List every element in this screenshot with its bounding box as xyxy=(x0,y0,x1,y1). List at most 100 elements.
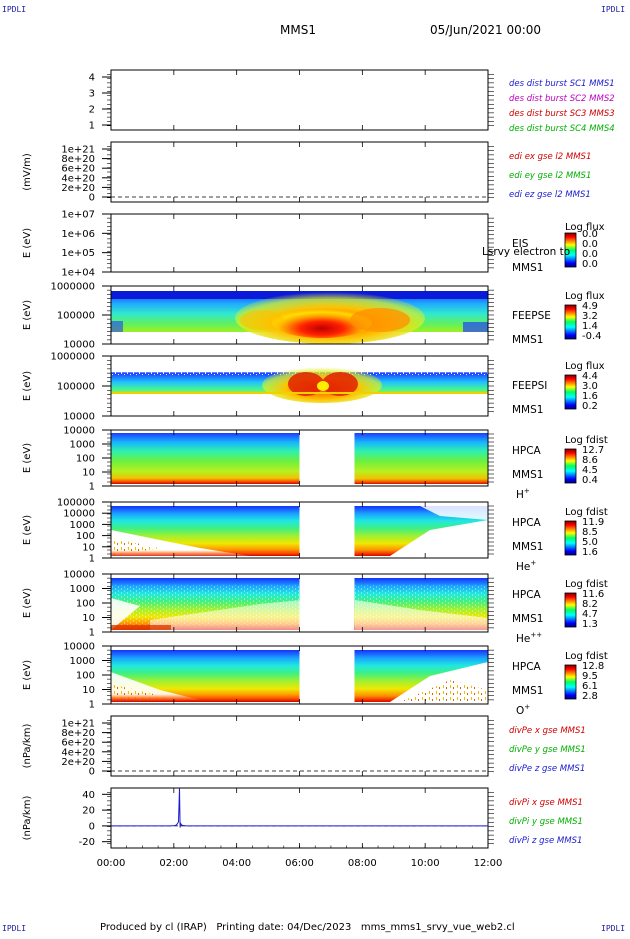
feepsi-colorbar xyxy=(564,374,577,410)
des-frame xyxy=(110,69,489,131)
des-legend-entry: des dist burst SC2 MMS2 xyxy=(509,94,615,104)
hpca_he-colorbar-value: 8.5 xyxy=(582,527,598,538)
divpe-legend-entry: divPe z gse MMS1 xyxy=(509,764,585,774)
divpi-legend-entry: divPi x gse MMS1 xyxy=(509,798,583,808)
hpca_hepp-ytick-label: 1000 xyxy=(70,584,95,595)
hpca_he-colorbar xyxy=(564,520,577,556)
eis-colorbar-title: Log flux xyxy=(565,222,605,233)
feepse-colorbar-value: -0.4 xyxy=(582,331,602,342)
edi-frame xyxy=(110,141,489,203)
panel-hpca_hepp: 10000 1000 100 10 1 E (eV) Log fdist11.68.24.7… xyxy=(22,570,608,646)
hpca_o-colorbar-value: 6.1 xyxy=(582,681,598,692)
edi-ytick-label: 6e+20 xyxy=(61,164,95,175)
eis-ytick-label: 1e+05 xyxy=(61,248,95,259)
des-ytick-label: 1 xyxy=(89,121,95,132)
feepse-colorbar-title: Log flux xyxy=(565,291,605,302)
hpca_hepp-ytick-label: 10000 xyxy=(63,570,95,581)
time-tick-label: 10:00 xyxy=(411,858,440,869)
hpca_he-spacecraft-name: MMS1 xyxy=(512,541,543,553)
hpca-o-data-gap xyxy=(299,647,355,703)
hpca_o-colorbar-value: 9.5 xyxy=(582,671,598,682)
divpe-ytick-label: 1e+21 xyxy=(61,719,95,730)
edi-legend-entry: edi ez gse l2 MMS1 xyxy=(509,190,591,200)
hpca_o-species: O+ xyxy=(516,703,530,717)
divpi-series-line xyxy=(111,787,488,828)
hpca_h-colorbar xyxy=(564,448,577,484)
eis-colorbar-value: 0.0 xyxy=(582,239,598,250)
feepse-colorbar-value: 1.4 xyxy=(582,321,598,332)
start-date: 05/Jun/2021 00:00 xyxy=(430,23,541,37)
hpca_hepp-colorbar-value: 8.2 xyxy=(582,599,598,610)
eis-colorbar xyxy=(564,232,577,268)
hpca_o-ytick-label: 10000 xyxy=(63,642,95,653)
des-legend-entry: des dist burst SC4 MMS4 xyxy=(509,124,615,134)
eis-ylabel: E (eV) xyxy=(22,228,33,258)
hpca_hepp-colorbar-title: Log fdist xyxy=(565,579,608,590)
hpca-hepp-data-gap xyxy=(299,575,355,631)
des-ytick-label: 3 xyxy=(89,89,95,100)
eis-colorbar-value: 0.0 xyxy=(582,229,598,240)
hpca_h-colorbar-value: 8.6 xyxy=(582,455,598,466)
panel-hpca_o: 10000 1000 100 10 1 E (eV) Log fdist12.89.56.1… xyxy=(22,642,608,718)
feepsi-colorbar-title: Log flux xyxy=(565,361,605,372)
time-tick-label: 06:00 xyxy=(285,858,314,869)
divpi-ytick-label: 40 xyxy=(82,790,95,801)
divpe-legend-entry: divPe y gse MMS1 xyxy=(509,745,586,755)
hpca_h-colorbar-value: 12.7 xyxy=(582,445,604,456)
time-tick-label: 02:00 xyxy=(159,858,188,869)
divpe-ytick-label: 6e+20 xyxy=(61,738,95,749)
feepsi-ytick-label: 100000 xyxy=(57,382,95,393)
feepsi-ytick-label: 10000 xyxy=(63,412,95,423)
hpca_hepp-colorbar-value: 1.3 xyxy=(582,619,598,630)
hpca_he-instrument-name: HPCA xyxy=(512,517,542,529)
hpca_o-colorbar-value: 2.8 xyxy=(582,691,598,702)
hpca_he-ylabel: E (eV) xyxy=(22,515,33,545)
feepse-instrument-name: FEEPSE xyxy=(512,310,551,322)
hpca_o-ytick-label: 1000 xyxy=(70,656,95,667)
spectrogram-imagery xyxy=(111,291,488,703)
eis-frame xyxy=(110,213,489,273)
feepse-ytick-label: 100000 xyxy=(57,311,95,322)
hpca_he-ytick-label: 10 xyxy=(82,542,95,553)
eis-ytick-label: 1e+07 xyxy=(61,210,95,221)
eis-instrument-name: EIS xyxy=(512,238,529,250)
divpi-ytick-label: 0 xyxy=(89,821,95,832)
hpca_hepp-ytick-label: 1 xyxy=(89,628,95,639)
eis-colorbar-value: 0.0 xyxy=(582,249,598,260)
hpca_o-colorbar-value: 12.8 xyxy=(582,661,604,672)
time-tick-label: 08:00 xyxy=(348,858,377,869)
hpca_h-ytick-label: 10 xyxy=(82,468,95,479)
hpca_o-instrument-name: HPCA xyxy=(512,661,542,673)
edi-ylabel: (mV/m) xyxy=(22,153,33,191)
feepsi-ytick-label: 1000000 xyxy=(50,352,95,363)
hpca_o-ytick-label: 1 xyxy=(89,700,95,711)
feepse-ytick-label: 1000000 xyxy=(50,282,95,293)
hpca_he-ytick-label: 100000 xyxy=(57,498,95,509)
eis-overlay-text: Lsrvy electron to xyxy=(482,246,570,258)
time-tick-label: 12:00 xyxy=(474,858,503,869)
edi-ytick-label: 0 xyxy=(89,193,95,204)
hpca_h-ylabel: E (eV) xyxy=(22,443,33,473)
feepse-colorbar xyxy=(564,304,577,340)
hpca_o-ylabel: E (eV) xyxy=(22,660,33,690)
hpca_he-ytick-label: 1000 xyxy=(70,520,95,531)
divpe-ytick-label: 0 xyxy=(89,767,95,778)
hpca_h-ytick-label: 1000 xyxy=(70,440,95,451)
divpi-ytick-label: -20 xyxy=(79,837,95,848)
hpca_h-colorbar-value: 4.5 xyxy=(582,465,598,476)
divpi-frame xyxy=(110,787,489,849)
hpca_he-ytick-label: 100 xyxy=(76,531,95,542)
hpca_h-colorbar-value: 0.4 xyxy=(582,475,598,486)
time-tick-label: 00:00 xyxy=(97,858,126,869)
des-ytick-label: 4 xyxy=(89,73,95,84)
des-legend-entry: des dist burst SC3 MMS3 xyxy=(509,109,615,119)
eis-colorbar-value: 0.0 xyxy=(582,259,598,270)
hpca_h-species: H+ xyxy=(516,487,530,501)
hpca-he-data-gap xyxy=(299,503,355,557)
hpca_he-species: He+ xyxy=(516,559,536,573)
edi-legend-entry: edi ey gse l2 MMS1 xyxy=(509,171,591,181)
hpca_hepp-instrument-name: HPCA xyxy=(512,589,542,601)
feepse-spacecraft-name: MMS1 xyxy=(512,334,543,346)
